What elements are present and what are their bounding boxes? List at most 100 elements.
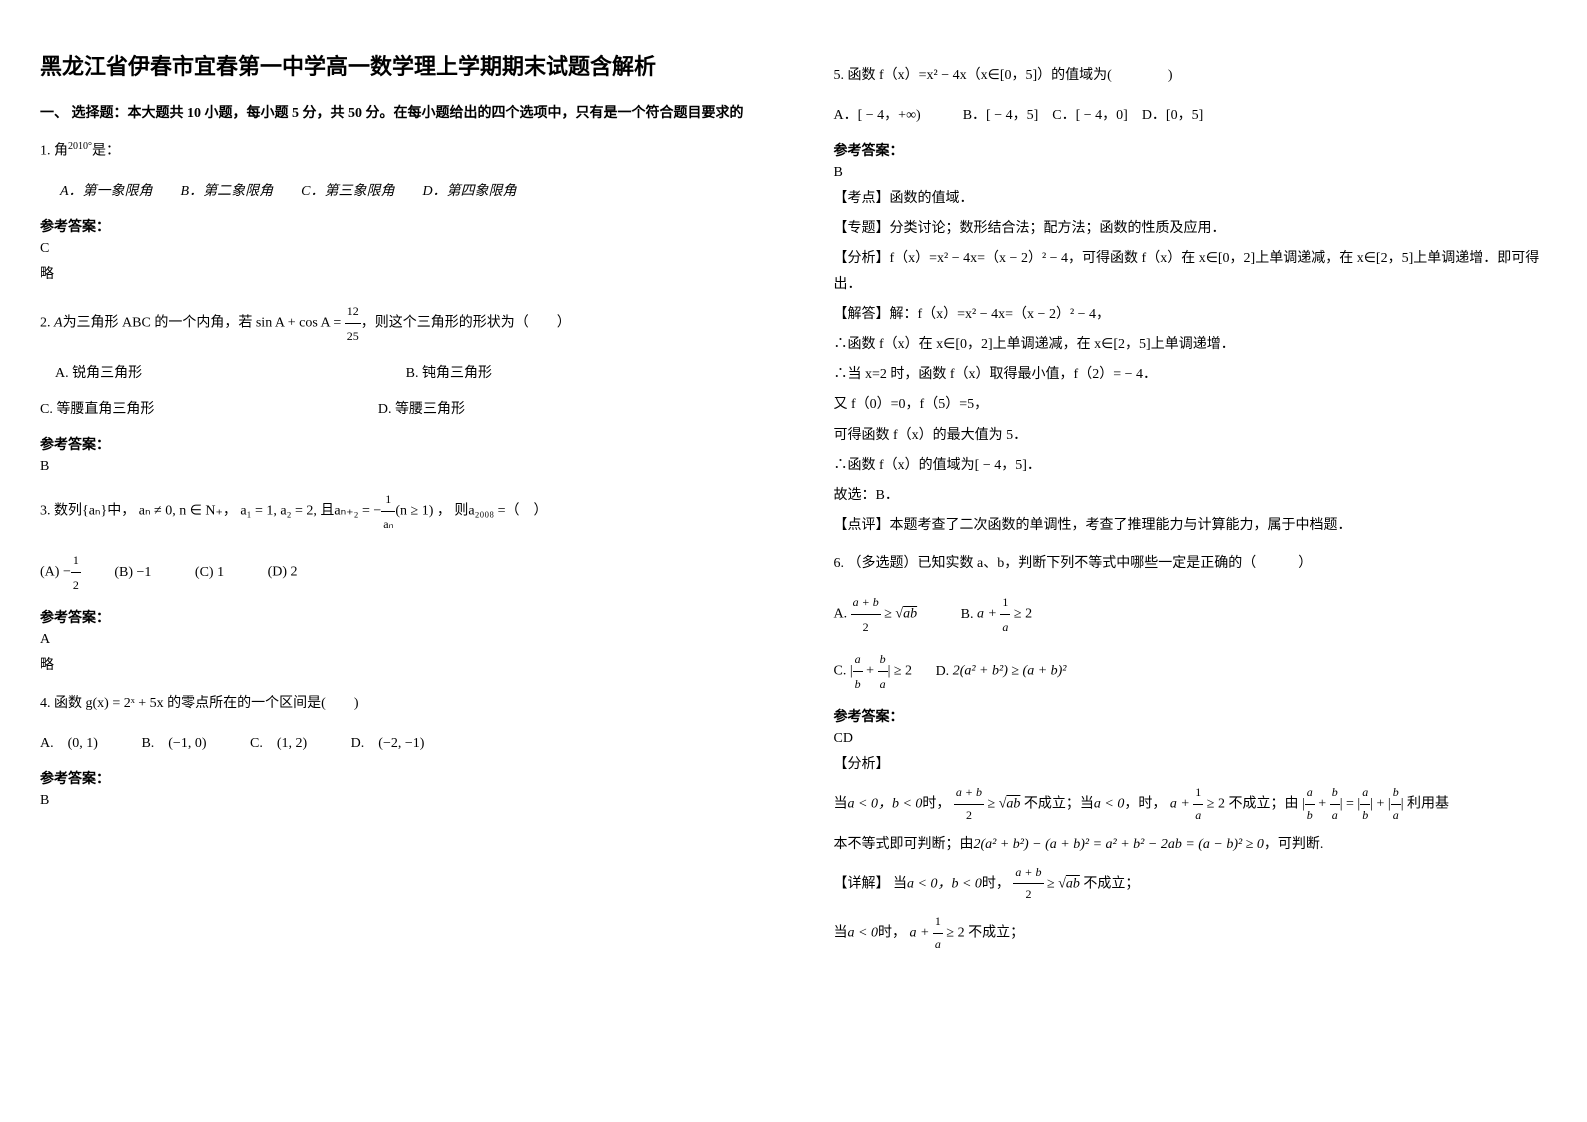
q2-optA: A. 锐角三角形 <box>55 360 142 388</box>
q6-a1-eq: | = | <box>1340 797 1361 812</box>
q5-e4: 【解答】解：f（x）=x² − 4x=（x − 2）² − 4， <box>834 302 1548 327</box>
q5-options: A．[ − 4，+∞) B．[ − 4，5] C．[ − 4，0] D．[0，5… <box>834 102 1548 130</box>
q6-d1-c2: ，b < 0 <box>937 876 981 891</box>
q6-d1-frac: a + b2 <box>1013 862 1043 906</box>
q6-a2-suf: ，可判断. <box>1264 837 1324 852</box>
q6-d1-den: 2 <box>1013 884 1043 906</box>
q5-e2: 【专题】分类讨论；数形结合法；配方法；函数的性质及应用． <box>834 216 1548 241</box>
q1-note: 略 <box>40 262 754 287</box>
q3-prefix: 3. 数列 <box>40 504 82 519</box>
question-1: 1. 角2010°是： <box>40 137 754 166</box>
q5-answer: B <box>834 165 1548 181</box>
q4-text: 4. 函数 g(x) = 2ˣ + 5x 的零点所在的一个区间是( ) <box>40 696 359 711</box>
q6-options-row1: A. a + b2 ≥ √ab B. a + 1a ≥ 2 <box>834 590 1548 639</box>
q6-d2-den: a <box>933 934 943 956</box>
q6-a1-fn4: b <box>1391 782 1401 805</box>
q6-a1-frac: a + b2 <box>954 782 984 826</box>
q4-answer-label: 参考答案： <box>40 768 754 788</box>
q6-optA-frac: a + b2 <box>851 590 881 639</box>
q1-answer: C <box>40 241 754 257</box>
q4-optA: A. (0, 1) <box>40 730 98 758</box>
q6-a1-expr: a + <box>1170 797 1193 812</box>
q3-optA-num: 1 <box>71 548 81 573</box>
q6-d1-rad: ab <box>1066 876 1080 891</box>
q3-text1: 中， <box>107 504 135 519</box>
q2-optD: D. 等腰三角形 <box>378 402 465 417</box>
q6-a1-d2: a <box>1193 805 1203 827</box>
q6-d2: 当a < 0时， a + 1a ≥ 2 不成立； <box>834 911 1548 955</box>
q3-target: a₂₀₀₈ = <box>468 504 505 519</box>
q6-d2-c1: a < 0 <box>848 925 878 940</box>
q3-cond2: a₁ = 1, a₂ = 2, 且aₙ₊₂ = − <box>240 504 381 519</box>
q6-optC-f1: ab <box>853 647 863 696</box>
q6-a1-f1: ab <box>1305 782 1315 826</box>
document-title: 黑龙江省伊春市宜春第一中学高一数学理上学期期末试题含解析 <box>40 50 754 83</box>
q6-a1-num: a + b <box>954 782 984 805</box>
q2-prefix: 2. <box>40 316 54 331</box>
q6-optC-pre: C. <box>834 664 850 679</box>
q6-a1-text2: ，时， <box>1124 797 1166 812</box>
left-column: 黑龙江省伊春市宜春第一中学高一数学理上学期期末试题含解析 一、 选择题：本大题共… <box>0 0 794 1122</box>
q6-optB-pre: B. <box>961 607 977 622</box>
q6-optB-den: a <box>1000 615 1010 639</box>
q6-answer-label: 参考答案： <box>834 706 1548 726</box>
q6-d1-suf: 不成立； <box>1083 876 1139 891</box>
q3-text2: ， <box>223 504 237 519</box>
q6-a1-suf3: 利用基 <box>1407 797 1449 812</box>
q6-a1-rad: ab <box>1006 797 1020 812</box>
q6-a1-c2: ，b < 0 <box>878 797 922 812</box>
q6-a1-text: 时， <box>922 797 950 812</box>
q2-optB: B. 钝角三角形 <box>406 366 492 381</box>
q6-a1-frac2: 1a <box>1193 782 1203 826</box>
q6-d1-text: 时， <box>982 876 1010 891</box>
q3-cond1: aₙ ≠ 0, n ∈ N₊ <box>139 504 223 519</box>
q6-optA-num: a + b <box>851 590 881 615</box>
q1-angle: 2010° <box>68 141 92 152</box>
q6-optC-mid: + <box>863 664 878 679</box>
q6-d1-mid: ≥ √ <box>1044 876 1066 891</box>
q6-a1-fd3: b <box>1360 805 1370 827</box>
question-2: 2. A为三角形 ABC 的一个内角，若 sin A + cos A = 122… <box>40 299 754 348</box>
q6-optC-n1: a <box>853 647 863 672</box>
q4-optB: B. (−1, 0) <box>141 730 206 758</box>
question-6: 6. （多选题）已知实数 a、b，判断下列不等式中哪些一定是正确的（ ） <box>834 550 1548 578</box>
q6-a2-expr: 2(a² + b²) − (a + b)² = a² + b² − 2ab = … <box>974 837 1264 852</box>
q6-a1-close: | <box>1401 797 1404 812</box>
q6-optB-suf: ≥ 2 <box>1010 607 1032 622</box>
q2-text1: 为三角形 ABC 的一个内角，若 <box>63 316 253 331</box>
q6-optC-d2: a <box>878 672 888 696</box>
q1-answer-label: 参考答案： <box>40 216 754 236</box>
q5-text: 5. 函数 f（x）=x² − 4x（x∈[0，5]）的值域为( ) <box>834 68 1173 83</box>
q6-d2-num: 1 <box>933 911 943 934</box>
q6-options-row2: C. |ab + ba| ≥ 2 D. 2(a² + b²) ≥ (a + b)… <box>834 647 1548 696</box>
q3-optD: (D) 2 <box>268 565 298 580</box>
q6-optA-den: 2 <box>851 615 881 639</box>
q6-d2-pre: 当 <box>834 925 848 940</box>
q6-d1-c1: a < 0 <box>907 876 937 891</box>
q2-options-row1: A. 锐角三角形 B. 钝角三角形 <box>40 360 754 388</box>
q6-optC-suf: | ≥ 2 <box>888 664 913 679</box>
q5-e5: ∴函数 f（x）在 x∈[0，2]上单调递减，在 x∈[2，5]上单调递增． <box>834 332 1548 357</box>
q2-frac: 1225 <box>345 299 361 348</box>
q6-d2-suf: 不成立； <box>968 925 1024 940</box>
q5-e9: ∴函数 f（x）的值域为[ − 4，5]． <box>834 453 1548 478</box>
q6-optB-num: 1 <box>1000 590 1010 615</box>
q6-a1-mid: ≥ √ <box>984 797 1006 812</box>
section-heading: 一、 选择题：本大题共 10 小题，每小题 5 分，共 50 分。在每小题给出的… <box>40 103 754 125</box>
q4-options: A. (0, 1) B. (−1, 0) C. (1, 2) D. (−2, −… <box>40 730 754 758</box>
q6-a1-f4: ba <box>1391 782 1401 826</box>
q2-var: A <box>54 316 63 331</box>
q3-cond3: (n ≥ 1) <box>395 504 433 519</box>
q3-text3: ， 则 <box>437 504 469 519</box>
q6-detail-label: 【详解】 <box>834 876 890 891</box>
q6-a1-fn2: b <box>1330 782 1340 805</box>
q5-e1: 【考点】函数的值域． <box>834 186 1548 211</box>
q5-e3: 【分析】f（x）=x² − 4x=（x − 2）² − 4，可得函数 f（x）在… <box>834 246 1548 296</box>
q6-a1-f3: ab <box>1360 782 1370 826</box>
q6-optC-d1: b <box>853 672 863 696</box>
q6-a1-c1: a < 0 <box>848 797 878 812</box>
q5-answer-label: 参考答案： <box>834 140 1548 160</box>
q3-frac: 1aₙ <box>381 487 395 536</box>
q6-optA-pre: A. <box>834 607 851 622</box>
q4-optD: D. (−2, −1) <box>351 736 425 751</box>
